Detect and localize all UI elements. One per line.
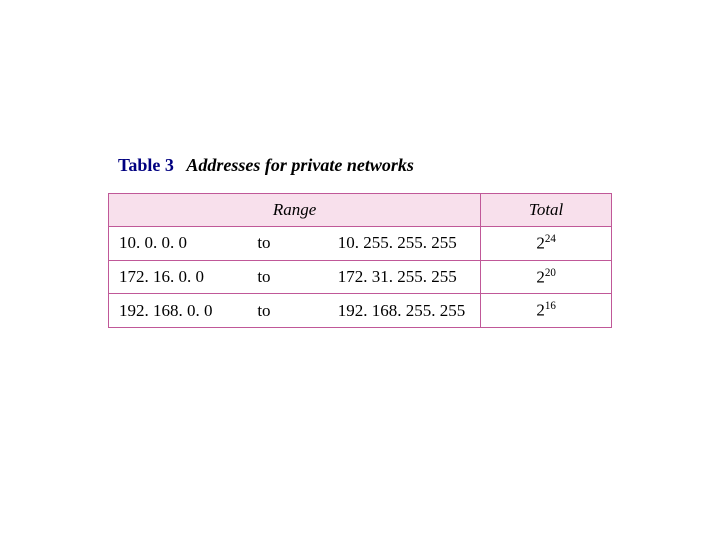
table-caption: Table 3 Addresses for private networks [118, 155, 414, 176]
total-cell: 216 [481, 294, 612, 328]
total-exp: 16 [545, 300, 556, 312]
total-exp: 20 [545, 267, 556, 279]
range-start: 10. 0. 0. 0 [109, 227, 250, 261]
total-base: 2 [536, 267, 545, 286]
total-cell: 220 [481, 260, 612, 294]
range-sep: to [249, 294, 329, 328]
total-base: 2 [536, 234, 545, 253]
column-header-range: Range [109, 194, 481, 227]
private-networks-table: Range Total 10. 0. 0. 0 to 10. 255. 255.… [108, 193, 612, 328]
page: Table 3 Addresses for private networks R… [0, 0, 720, 540]
range-sep: to [249, 227, 329, 261]
caption-label: Table 3 [118, 155, 174, 175]
range-start: 172. 16. 0. 0 [109, 260, 250, 294]
column-header-total: Total [481, 194, 612, 227]
total-cell: 224 [481, 227, 612, 261]
range-end: 172. 31. 255. 255 [330, 260, 481, 294]
table-row: 192. 168. 0. 0 to 192. 168. 255. 255 216 [109, 294, 612, 328]
range-end: 10. 255. 255. 255 [330, 227, 481, 261]
total-exp: 24 [545, 233, 556, 245]
table-row: 10. 0. 0. 0 to 10. 255. 255. 255 224 [109, 227, 612, 261]
table-header-row: Range Total [109, 194, 612, 227]
range-sep: to [249, 260, 329, 294]
range-end: 192. 168. 255. 255 [330, 294, 481, 328]
table-container: Range Total 10. 0. 0. 0 to 10. 255. 255.… [108, 193, 612, 328]
total-base: 2 [536, 301, 545, 320]
caption-title: Addresses for private networks [186, 155, 414, 175]
table-row: 172. 16. 0. 0 to 172. 31. 255. 255 220 [109, 260, 612, 294]
range-start: 192. 168. 0. 0 [109, 294, 250, 328]
